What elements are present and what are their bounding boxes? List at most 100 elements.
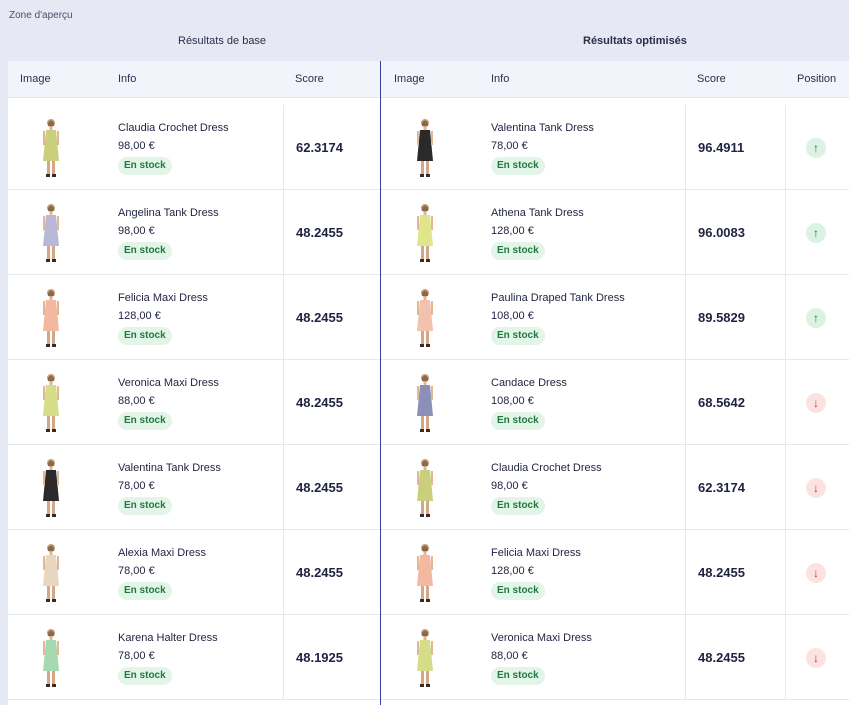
product-image[interactable] [36,287,66,349]
product-price: 108,00 € [491,310,534,322]
product-price: 98,00 € [118,140,155,152]
header-score: Score [697,73,726,85]
stock-badge: En stock [491,327,545,345]
product-price: 78,00 € [118,565,155,577]
stock-badge: En stock [491,412,545,430]
result-row[interactable]: Veronica Maxi Dress 88,00 € En stock 48.245… [381,615,849,700]
score-cell [283,275,284,359]
arrow-up-icon: ↑ [806,138,826,158]
result-row[interactable]: Felicia Maxi Dress 128,00 € En stock 48.245… [8,275,380,360]
product-image[interactable] [410,542,440,604]
stock-badge: En stock [491,582,545,600]
result-row[interactable]: Valentina Tank Dress 78,00 € En stock 48.24… [8,445,380,530]
product-score: 48.2455 [698,565,745,580]
product-name: Angelina Tank Dress [118,207,219,219]
product-image[interactable] [410,627,440,689]
score-cell [685,190,686,274]
result-row[interactable]: Claudia Crochet Dress 98,00 € En stock 62.3… [8,105,380,190]
product-score: 48.2455 [296,395,343,410]
result-row[interactable]: Karena Halter Dress 78,00 € En stock 48.192… [8,615,380,700]
score-cell [283,105,284,189]
product-price: 88,00 € [118,395,155,407]
product-image[interactable] [36,457,66,519]
product-price: 128,00 € [491,225,534,237]
product-image[interactable] [410,287,440,349]
score-cell [283,360,284,444]
header-position: Position [797,73,837,85]
score-cell [283,530,284,614]
product-price: 128,00 € [118,310,161,322]
product-score: 48.2455 [296,480,343,495]
result-row[interactable]: Candace Dress 108,00 € En stock 68.5642 ↓ [381,360,849,445]
result-row[interactable]: Felicia Maxi Dress 128,00 € En stock 48.245… [381,530,849,615]
product-name: Valentina Tank Dress [491,122,594,134]
product-name: Karena Halter Dress [118,632,218,644]
stock-badge: En stock [118,582,172,600]
result-row[interactable]: Alexia Maxi Dress 78,00 € En stock 48.2455 [8,530,380,615]
product-score: 96.4911 [698,140,745,155]
product-score: 48.1925 [296,650,343,665]
product-score: 48.2455 [296,310,343,325]
product-name: Paulina Draped Tank Dress [491,292,625,304]
product-score: 62.3174 [296,140,343,155]
product-price: 108,00 € [491,395,534,407]
result-row[interactable]: Valentina Tank Dress 78,00 € En stock 96.49… [381,105,849,190]
header-info: Info [491,73,510,85]
product-image[interactable] [36,372,66,434]
stock-badge: En stock [118,412,172,430]
product-score: 48.2455 [698,650,745,665]
score-cell [283,190,284,274]
result-row[interactable]: Veronica Maxi Dress 88,00 € En stock 48.245… [8,360,380,445]
product-image[interactable] [36,627,66,689]
position-cell [785,360,786,444]
optimized-results-title: Résultats optimisés [583,35,687,47]
result-row[interactable]: Paulina Draped Tank Dress 108,00 € En stoc… [381,275,849,360]
product-price: 98,00 € [118,225,155,237]
position-cell [785,105,786,189]
header-image: Image [394,73,425,85]
result-row[interactable]: Angelina Tank Dress 98,00 € En stock 48.245… [8,190,380,275]
stock-badge: En stock [491,667,545,685]
position-cell [785,615,786,699]
product-name: Athena Tank Dress [491,207,584,219]
position-cell [785,275,786,359]
product-image[interactable] [410,457,440,519]
product-name: Veronica Maxi Dress [118,377,219,389]
arrow-up-icon: ↑ [806,308,826,328]
position-cell [785,530,786,614]
stock-badge: En stock [118,157,172,175]
score-cell [685,445,686,529]
product-score: 68.5642 [698,395,745,410]
stock-badge: En stock [491,497,545,515]
zone-label: Zone d'aperçu [9,10,73,21]
product-name: Claudia Crochet Dress [118,122,229,134]
product-price: 78,00 € [118,650,155,662]
product-score: 48.2455 [296,225,343,240]
score-cell [283,445,284,529]
product-image[interactable] [36,202,66,264]
product-price: 98,00 € [491,480,528,492]
result-row[interactable]: Claudia Crochet Dress 98,00 € En stock 62.3… [381,445,849,530]
stock-badge: En stock [118,242,172,260]
product-score: 48.2455 [296,565,343,580]
arrow-down-icon: ↓ [806,648,826,668]
stock-badge: En stock [118,327,172,345]
arrow-down-icon: ↓ [806,393,826,413]
product-image[interactable] [410,202,440,264]
arrow-down-icon: ↓ [806,478,826,498]
base-results-panel: Image Info Score Claudia Crochet Dress 98… [8,61,380,705]
score-cell [685,360,686,444]
product-image[interactable] [410,117,440,179]
product-name: Alexia Maxi Dress [118,547,207,559]
arrow-down-icon: ↓ [806,563,826,583]
product-image[interactable] [36,117,66,179]
position-cell [785,190,786,274]
product-name: Felicia Maxi Dress [491,547,581,559]
product-name: Valentina Tank Dress [118,462,221,474]
product-image[interactable] [36,542,66,604]
product-price: 88,00 € [491,650,528,662]
product-price: 78,00 € [118,480,155,492]
product-image[interactable] [410,372,440,434]
arrow-up-icon: ↑ [806,223,826,243]
result-row[interactable]: Athena Tank Dress 128,00 € En stock 96.0083… [381,190,849,275]
